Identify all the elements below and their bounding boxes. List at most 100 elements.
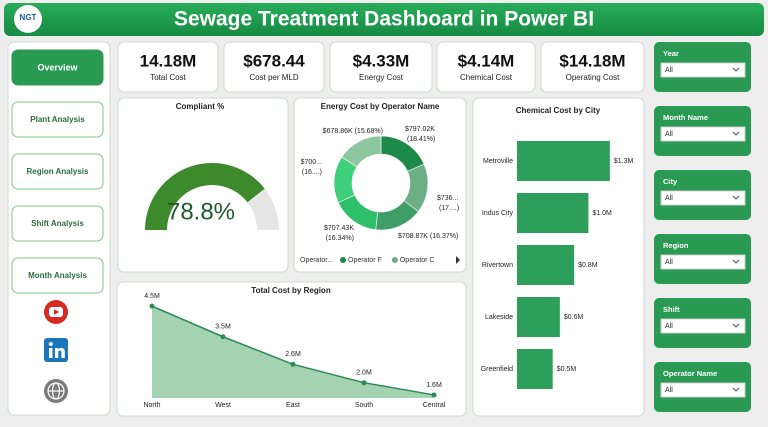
legend-arrow[interactable] [456,256,460,264]
bar [517,193,589,233]
y-tick-label: Lakeside [485,314,513,321]
point [361,380,367,386]
data-label: $797.02K (18.41%) [405,126,435,143]
page-title: Sewage Treatment Dashboard in Power BI [174,8,594,31]
chart-title: Energy Cost by Operator Name [321,102,440,111]
linkedin-glyph [48,342,53,346]
x-tick-label: South [355,402,373,409]
dropdown-chevron [732,387,740,392]
chart-title: Total Cost by Region [251,286,331,295]
kpi-value: $4.14M [458,51,515,70]
logo-text: NGT [20,13,37,22]
bar [517,141,610,181]
dropdown-chevron [732,259,740,264]
donut-slice [341,135,382,168]
data-label: $678.86K (15.68%) [323,128,383,135]
kpi-label: Energy Cost [359,73,404,82]
chart-title: Chemical Cost by City [516,106,601,115]
filter-value: All [665,195,673,202]
bar [517,245,575,285]
x-tick-label: North [143,402,160,409]
nav-button[interactable] [11,49,104,86]
data-label: $0.8M [578,262,598,269]
gauge-value [145,163,265,230]
data-label: $1.0M [592,210,612,217]
filter-value: All [665,323,673,330]
data-label: $0.6M [564,314,584,321]
data-label: $707.43K (16.34%) [324,225,355,242]
nav-button[interactable] [11,101,104,138]
filter-value: All [665,259,673,266]
linkedin-glyph [49,348,53,358]
filter-dropdown[interactable] [660,62,746,78]
data-label: $0.5M [557,366,577,373]
nav-button[interactable] [11,257,104,294]
filter-label: Region [663,241,689,250]
filter-label: City [663,177,678,186]
filter-dropdown[interactable] [660,190,746,206]
kpi-card [436,41,536,93]
kpi-label: Operating Cost [566,73,621,82]
data-label: $1.3M [614,158,634,165]
filter-value: All [665,67,673,74]
kpi-value: $14.18M [559,51,625,70]
legend-marker [391,257,398,263]
legend-title: Operator... [300,257,333,264]
filter-value: All [665,387,673,394]
filter-dropdown[interactable] [660,382,746,398]
point [220,334,226,340]
kpi-card [540,41,645,93]
data-label: 3.5M [215,324,231,331]
filter-label: Operator Name [663,369,717,378]
legend-entry: Operator C [400,257,435,264]
dropdown-chevron [732,67,740,72]
chart-card [293,97,467,273]
kpi-value: 14.18M [140,51,197,70]
data-label: $700... (16....) [300,159,322,176]
dropdown-chevron [732,195,740,200]
kpi-label: Chemical Cost [460,73,513,82]
kpi-card [117,41,219,93]
data-label: $708.87K (16.37%) [398,233,458,240]
filter-value: All [665,131,673,138]
kpi-card [329,41,433,93]
y-tick-label: Greenfield [481,366,513,373]
linkedin-glyph [55,347,65,358]
header-bar [4,3,764,36]
filter-label: Shift [663,305,680,314]
bar [517,349,553,389]
filter-label: Month Name [663,113,708,122]
point [290,361,296,367]
data-label: 2.0M [356,370,372,377]
nav-label: Shift Analysis [31,219,84,228]
point [431,392,437,398]
legend-marker [340,257,346,263]
filter-label: Year [663,49,679,58]
data-label: 4.5M [144,293,160,300]
kpi-card [223,41,325,93]
dropdown-chevron [732,131,740,136]
point [149,303,155,309]
nav-label: Region Analysis [27,167,89,176]
dropdown-chevron [732,323,740,328]
data-label: 1.6M [426,382,442,389]
kpi-value: $4.33M [353,51,410,70]
nav-label: Overview [37,62,78,72]
filter-dropdown[interactable] [660,318,746,334]
filter-dropdown[interactable] [660,254,746,270]
nav-button[interactable] [11,153,104,190]
kpi-label: Total Cost [150,73,186,82]
nav-label: Month Analysis [28,271,87,280]
filter-dropdown[interactable] [660,126,746,142]
x-tick-label: East [286,402,300,409]
logo [14,5,42,33]
y-tick-label: Metroville [483,158,513,165]
youtube-play [54,309,59,315]
chart-title: Compliant % [176,102,224,111]
nav-button[interactable] [11,205,104,242]
kpi-label: Cost per MLD [249,73,299,82]
bar [517,297,560,337]
kpi-value: $678.44 [243,51,305,70]
